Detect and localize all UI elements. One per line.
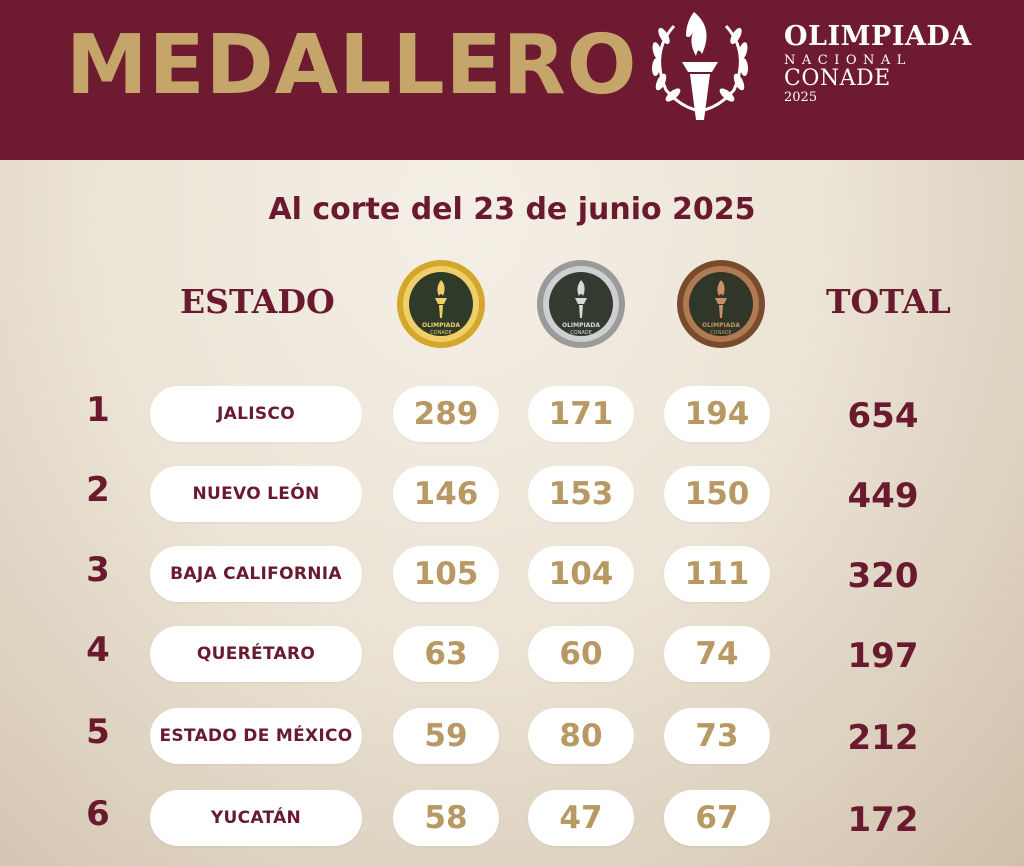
gold-medal-icon: OLIMPIADA CONADE — [397, 260, 485, 348]
svg-text:CONADE: CONADE — [430, 330, 452, 336]
total-column-header: TOTAL — [826, 282, 951, 321]
olimpiada-brand: OLIMPIADA NACIONAL CONADE 2025 — [784, 22, 972, 106]
header-banner: MEDALLERO OLIMPIADA NACIONAL CONADE 2025 — [0, 0, 1024, 160]
bronze-count: 67 — [664, 790, 770, 846]
silver-medal-icon: OLIMPIADA CONADE — [537, 260, 625, 348]
svg-text:OLIMPIADA: OLIMPIADA — [702, 322, 740, 329]
rank-number: 6 — [86, 794, 110, 834]
bronze-count: 73 — [664, 708, 770, 764]
bronze-medal-icon: OLIMPIADA CONADE — [677, 260, 765, 348]
rank-number: 5 — [86, 712, 110, 752]
total-count: 320 — [847, 556, 919, 596]
table-row: 2 NUEVO LEÓN 146 153 150 449 — [0, 464, 1024, 526]
brand-year: 2025 — [784, 90, 818, 105]
total-count: 212 — [847, 718, 919, 758]
brand-line-1: OLIMPIADA — [784, 21, 972, 52]
table-row: 4 QUERÉTARO 63 60 74 197 — [0, 624, 1024, 686]
state-name: QUERÉTARO — [150, 626, 362, 682]
cutoff-date: Al corte del 23 de junio 2025 — [268, 192, 756, 227]
state-name: NUEVO LEÓN — [150, 466, 362, 522]
state-name: BAJA CALIFORNIA — [150, 546, 362, 602]
bronze-count: 150 — [664, 466, 770, 522]
state-name: YUCATÁN — [150, 790, 362, 846]
silver-count: 104 — [528, 546, 634, 602]
bronze-count: 194 — [664, 386, 770, 442]
gold-count: 63 — [393, 626, 499, 682]
gold-count: 59 — [393, 708, 499, 764]
state-name: JALISCO — [150, 386, 362, 442]
silver-count: 80 — [528, 708, 634, 764]
bronze-count: 111 — [664, 546, 770, 602]
gold-count: 289 — [393, 386, 499, 442]
svg-text:OLIMPIADA: OLIMPIADA — [562, 322, 600, 329]
silver-count: 47 — [528, 790, 634, 846]
rank-number: 3 — [86, 550, 110, 590]
gold-count: 105 — [393, 546, 499, 602]
gold-count: 146 — [393, 466, 499, 522]
table-row: 1 JALISCO 289 171 194 654 — [0, 384, 1024, 446]
svg-text:OLIMPIADA: OLIMPIADA — [422, 322, 460, 329]
rank-number: 4 — [86, 630, 110, 670]
bronze-count: 74 — [664, 626, 770, 682]
state-column-header: ESTADO — [180, 282, 335, 321]
silver-count: 153 — [528, 466, 634, 522]
page-title: MEDALLERO — [66, 18, 638, 113]
state-name: ESTADO DE MÉXICO — [150, 708, 362, 764]
olympic-torch-logo-icon — [651, 12, 749, 120]
brand-line-2: NACIONAL — [784, 53, 912, 68]
svg-text:CONADE: CONADE — [710, 330, 732, 336]
table-row: 6 YUCATÁN 58 47 67 172 — [0, 788, 1024, 850]
rank-number: 2 — [86, 470, 110, 510]
svg-text:CONADE: CONADE — [570, 330, 592, 336]
total-count: 654 — [847, 396, 919, 436]
silver-count: 171 — [528, 386, 634, 442]
rank-number: 1 — [86, 390, 110, 430]
total-count: 172 — [847, 800, 919, 840]
silver-count: 60 — [528, 626, 634, 682]
gold-count: 58 — [393, 790, 499, 846]
brand-line-3: CONADE — [784, 66, 891, 91]
total-count: 197 — [847, 636, 919, 676]
total-count: 449 — [847, 476, 919, 516]
table-row: 5 ESTADO DE MÉXICO 59 80 73 212 — [0, 706, 1024, 768]
table-row: 3 BAJA CALIFORNIA 105 104 111 320 — [0, 544, 1024, 606]
